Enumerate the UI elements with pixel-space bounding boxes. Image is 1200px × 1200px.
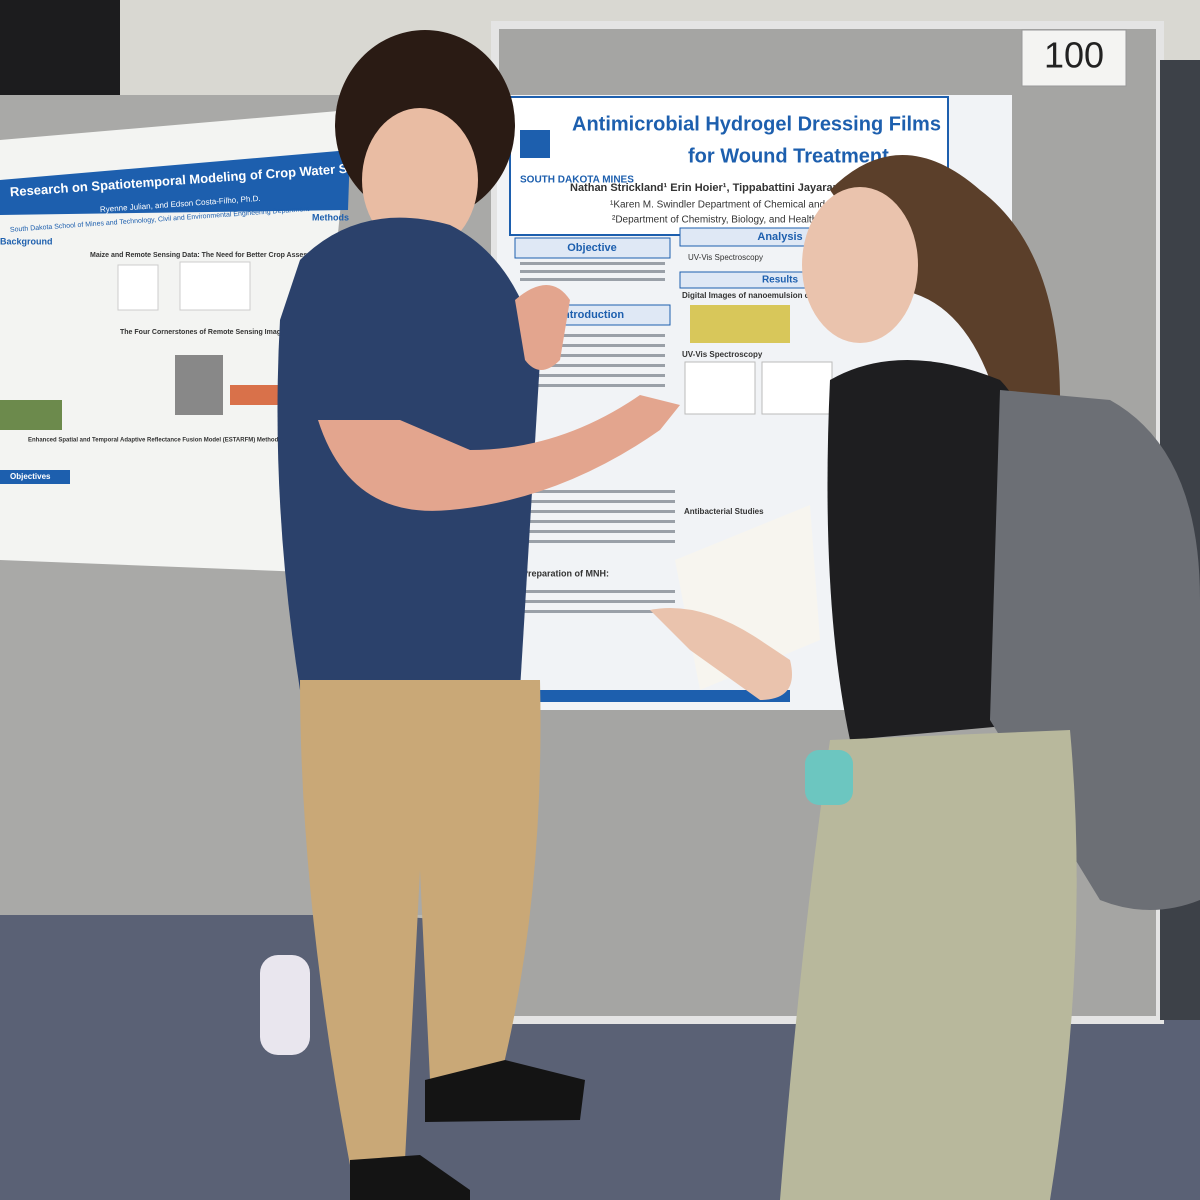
left-section: Maize and Remote Sensing Data: The Need …: [90, 252, 360, 259]
right-affiliation: ¹Karen M. Swindler Department of Chemica…: [610, 200, 871, 211]
vials-image: [690, 305, 790, 343]
face: [362, 108, 478, 252]
right-preparation: Preparation of MNH:: [522, 568, 609, 578]
dark-wall: [0, 0, 120, 100]
right-authors: Nathan Strickland¹ Erin Hoier¹, Tippabat…: [570, 182, 900, 194]
left-methods: Methods: [312, 212, 349, 222]
left-section: Enhanced Spatial and Temporal Adaptive R…: [28, 438, 324, 444]
right-results: Results: [762, 275, 799, 286]
water-bottle: [260, 955, 310, 1055]
left-background: Background: [0, 236, 53, 246]
left-poster: [0, 110, 350, 572]
spectrum-figure: [761, 361, 833, 415]
booth-card: [1021, 29, 1127, 87]
arm: [318, 395, 680, 511]
left-poster-header: [0, 150, 350, 215]
shoe: [350, 1155, 470, 1200]
right-uv-vis-heading: UV-Vis Spectroscopy: [682, 350, 763, 359]
hand: [515, 285, 570, 370]
line-figure: [179, 261, 251, 311]
right-uv-vis: UV-Vis Spectroscopy: [688, 253, 763, 262]
left-section: The Four Cornerstones of Remote Sensing …: [120, 329, 309, 336]
logo: [520, 130, 550, 158]
objectives-bar: [0, 470, 70, 484]
section-box: [514, 237, 671, 259]
right-affiliation: ²Department of Chemistry, Biology, and H…: [612, 215, 827, 226]
field-photo: [0, 400, 62, 430]
right-title: Antimicrobial Hydrogel Dressing Films: [572, 113, 941, 135]
left-objectives: Objectives: [10, 472, 51, 481]
case: [805, 750, 853, 805]
right-title: for Wound Treatment: [688, 145, 889, 167]
footer-bar: [500, 690, 790, 702]
colored-figure: [230, 385, 280, 405]
spectrum-figure: [684, 361, 756, 415]
right-introduction: Introduction: [560, 309, 624, 321]
right-analysis: Analysis: [757, 231, 802, 243]
right-digital-images: Digital Images of nanoemulsion of n-CUR: [682, 291, 840, 300]
pants: [780, 730, 1077, 1200]
body-text: [520, 262, 675, 613]
pants: [300, 680, 541, 1165]
face: [802, 187, 918, 343]
bar-figure: [117, 264, 159, 311]
right-objective: Objective: [567, 242, 617, 254]
shoe: [425, 1060, 585, 1122]
hand: [650, 608, 792, 700]
booth-number: 100: [1044, 35, 1104, 76]
imagery-figure: [175, 355, 223, 415]
right-antibacterial: Antibacterial Studies: [684, 507, 764, 516]
logo-text: SOUTH DAKOTA MINES: [520, 175, 634, 186]
